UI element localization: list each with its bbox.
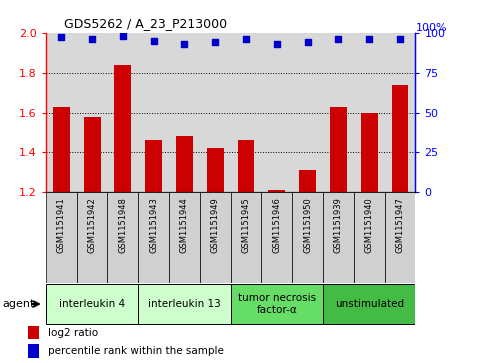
Bar <box>108 192 138 283</box>
Bar <box>114 65 131 192</box>
Text: GSM1151949: GSM1151949 <box>211 197 220 253</box>
Text: agent: agent <box>2 299 35 309</box>
Text: interleukin 4: interleukin 4 <box>59 299 125 309</box>
Text: percentile rank within the sample: percentile rank within the sample <box>48 346 224 356</box>
Point <box>57 34 65 40</box>
Bar <box>392 85 409 192</box>
Text: GSM1151945: GSM1151945 <box>242 197 251 253</box>
Bar <box>77 192 108 283</box>
Point <box>396 36 404 42</box>
Bar <box>292 192 323 283</box>
Bar <box>269 190 285 192</box>
Bar <box>28 344 40 358</box>
Bar <box>330 107 347 192</box>
Point <box>119 33 127 39</box>
Text: unstimulated: unstimulated <box>335 299 404 309</box>
Bar <box>46 192 77 283</box>
Text: GSM1151944: GSM1151944 <box>180 197 189 253</box>
Text: GSM1151942: GSM1151942 <box>87 197 97 253</box>
Bar <box>53 107 70 192</box>
Text: GSM1151940: GSM1151940 <box>365 197 374 253</box>
Bar <box>323 284 415 324</box>
Text: tumor necrosis
factor-α: tumor necrosis factor-α <box>238 293 316 315</box>
Text: GSM1151948: GSM1151948 <box>118 197 128 253</box>
Text: log2 ratio: log2 ratio <box>48 327 98 338</box>
Point <box>181 41 188 47</box>
Point <box>335 36 342 42</box>
Bar <box>46 284 138 324</box>
Point <box>150 38 157 44</box>
Text: GSM1151943: GSM1151943 <box>149 197 158 253</box>
Bar <box>207 148 224 192</box>
Bar <box>169 192 200 283</box>
Bar <box>138 192 169 283</box>
Bar <box>231 284 323 324</box>
Text: GDS5262 / A_23_P213000: GDS5262 / A_23_P213000 <box>64 17 227 30</box>
Bar <box>238 140 255 192</box>
Text: GSM1151939: GSM1151939 <box>334 197 343 253</box>
Point <box>365 36 373 42</box>
Bar <box>145 140 162 192</box>
Bar <box>261 192 292 283</box>
Bar <box>323 192 354 283</box>
Bar <box>299 170 316 192</box>
Text: 100%: 100% <box>415 23 447 33</box>
Text: GSM1151947: GSM1151947 <box>396 197 404 253</box>
Bar <box>361 113 378 192</box>
Bar <box>384 192 415 283</box>
Point <box>242 36 250 42</box>
Bar <box>231 192 261 283</box>
Point <box>212 39 219 45</box>
Point <box>88 36 96 42</box>
Bar <box>138 284 231 324</box>
Bar <box>176 136 193 192</box>
Bar <box>84 117 100 192</box>
Bar <box>28 326 40 339</box>
Point <box>273 41 281 47</box>
Text: GSM1151941: GSM1151941 <box>57 197 66 253</box>
Bar <box>200 192 231 283</box>
Point <box>304 39 312 45</box>
Bar <box>354 192 384 283</box>
Text: GSM1151950: GSM1151950 <box>303 197 312 253</box>
Text: GSM1151946: GSM1151946 <box>272 197 281 253</box>
Text: interleukin 13: interleukin 13 <box>148 299 221 309</box>
